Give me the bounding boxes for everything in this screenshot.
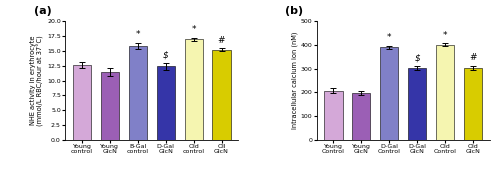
- Bar: [184, 39, 202, 140]
- Bar: [352, 93, 370, 140]
- Bar: [464, 68, 482, 140]
- Bar: [408, 68, 426, 140]
- Bar: [73, 65, 91, 140]
- Text: *: *: [136, 30, 140, 39]
- Text: (b): (b): [286, 6, 304, 16]
- Y-axis label: Intracellular calcium ion (nM): Intracellular calcium ion (nM): [292, 32, 298, 129]
- Text: $: $: [163, 50, 168, 59]
- Bar: [156, 66, 175, 140]
- Text: *: *: [443, 31, 448, 40]
- Bar: [380, 47, 398, 140]
- Y-axis label: NHE activity in erythrocyte
(mmol/L RBC/hour at 37°C): NHE activity in erythrocyte (mmol/L RBC/…: [30, 35, 44, 126]
- Text: *: *: [387, 33, 392, 42]
- Bar: [128, 46, 147, 140]
- Text: $: $: [414, 53, 420, 62]
- Text: #: #: [218, 36, 226, 45]
- Bar: [212, 50, 230, 140]
- Bar: [324, 91, 342, 140]
- Text: *: *: [192, 25, 196, 34]
- Text: (a): (a): [34, 6, 52, 16]
- Bar: [101, 72, 119, 140]
- Bar: [436, 45, 454, 140]
- Text: #: #: [470, 53, 477, 62]
